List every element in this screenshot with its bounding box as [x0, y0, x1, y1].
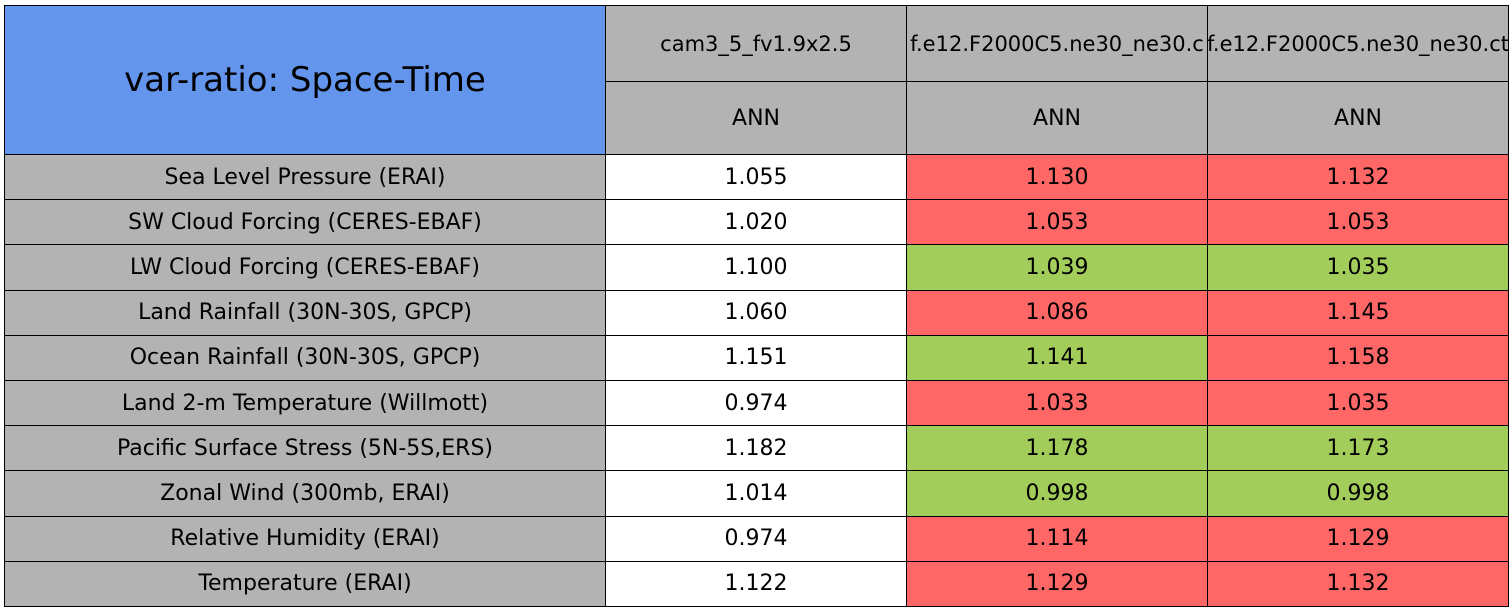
row-label: Pacific Surface Stress (5N-5S,ERS)	[4, 425, 606, 472]
value-cell: 0.974	[605, 515, 907, 562]
value-cell: 1.141	[906, 334, 1208, 381]
value-cell: 1.035	[1207, 380, 1509, 427]
row-label: SW Cloud Forcing (CERES-EBAF)	[4, 199, 606, 246]
value-cell: 1.145	[1207, 289, 1509, 336]
value-cell: 1.100	[605, 244, 907, 291]
value-cell: 1.129	[906, 560, 1208, 607]
value-cell: 1.035	[1207, 244, 1509, 291]
period-header: ANN	[906, 81, 1208, 155]
value-cell: 1.122	[605, 560, 907, 607]
value-cell: 1.173	[1207, 425, 1509, 472]
value-cell: 1.132	[1207, 560, 1509, 607]
value-cell: 1.178	[906, 425, 1208, 472]
value-cell: 1.039	[906, 244, 1208, 291]
value-cell: 1.086	[906, 289, 1208, 336]
row-label: Sea Level Pressure (ERAI)	[4, 154, 606, 201]
value-cell: 1.130	[906, 154, 1208, 201]
value-cell: 1.014	[605, 470, 907, 517]
value-cell: 1.132	[1207, 154, 1509, 201]
value-cell: 1.151	[605, 334, 907, 381]
value-cell: 1.053	[906, 199, 1208, 246]
row-label: Land Rainfall (30N-30S, GPCP)	[4, 289, 606, 336]
value-cell: 1.129	[1207, 515, 1509, 562]
row-label: Zonal Wind (300mb, ERAI)	[4, 470, 606, 517]
row-label: Temperature (ERAI)	[4, 560, 606, 607]
title-cell: var-ratio: Space-Time	[4, 5, 606, 155]
row-label: Ocean Rainfall (30N-30S, GPCP)	[4, 334, 606, 381]
value-cell: 0.998	[1207, 470, 1509, 517]
value-cell: 0.974	[605, 380, 907, 427]
value-cell: 1.020	[605, 199, 907, 246]
value-cell: 1.114	[906, 515, 1208, 562]
period-header: ANN	[605, 81, 907, 155]
row-label: LW Cloud Forcing (CERES-EBAF)	[4, 244, 606, 291]
value-cell: 1.158	[1207, 334, 1509, 381]
value-cell: 1.182	[605, 425, 907, 472]
row-label: Relative Humidity (ERAI)	[4, 515, 606, 562]
column-header: f.e12.F2000C5.ne30_ne30.c	[906, 5, 1208, 82]
value-cell: 0.998	[906, 470, 1208, 517]
row-label: Land 2-m Temperature (Willmott)	[4, 380, 606, 427]
period-header: ANN	[1207, 81, 1509, 155]
column-header: cam3_5_fv1.9x2.5	[605, 5, 907, 82]
value-cell: 1.053	[1207, 199, 1509, 246]
value-cell: 1.060	[605, 289, 907, 336]
column-header: f.e12.F2000C5.ne30_ne30.ct	[1207, 5, 1509, 82]
value-cell: 1.055	[605, 154, 907, 201]
value-cell: 1.033	[906, 380, 1208, 427]
